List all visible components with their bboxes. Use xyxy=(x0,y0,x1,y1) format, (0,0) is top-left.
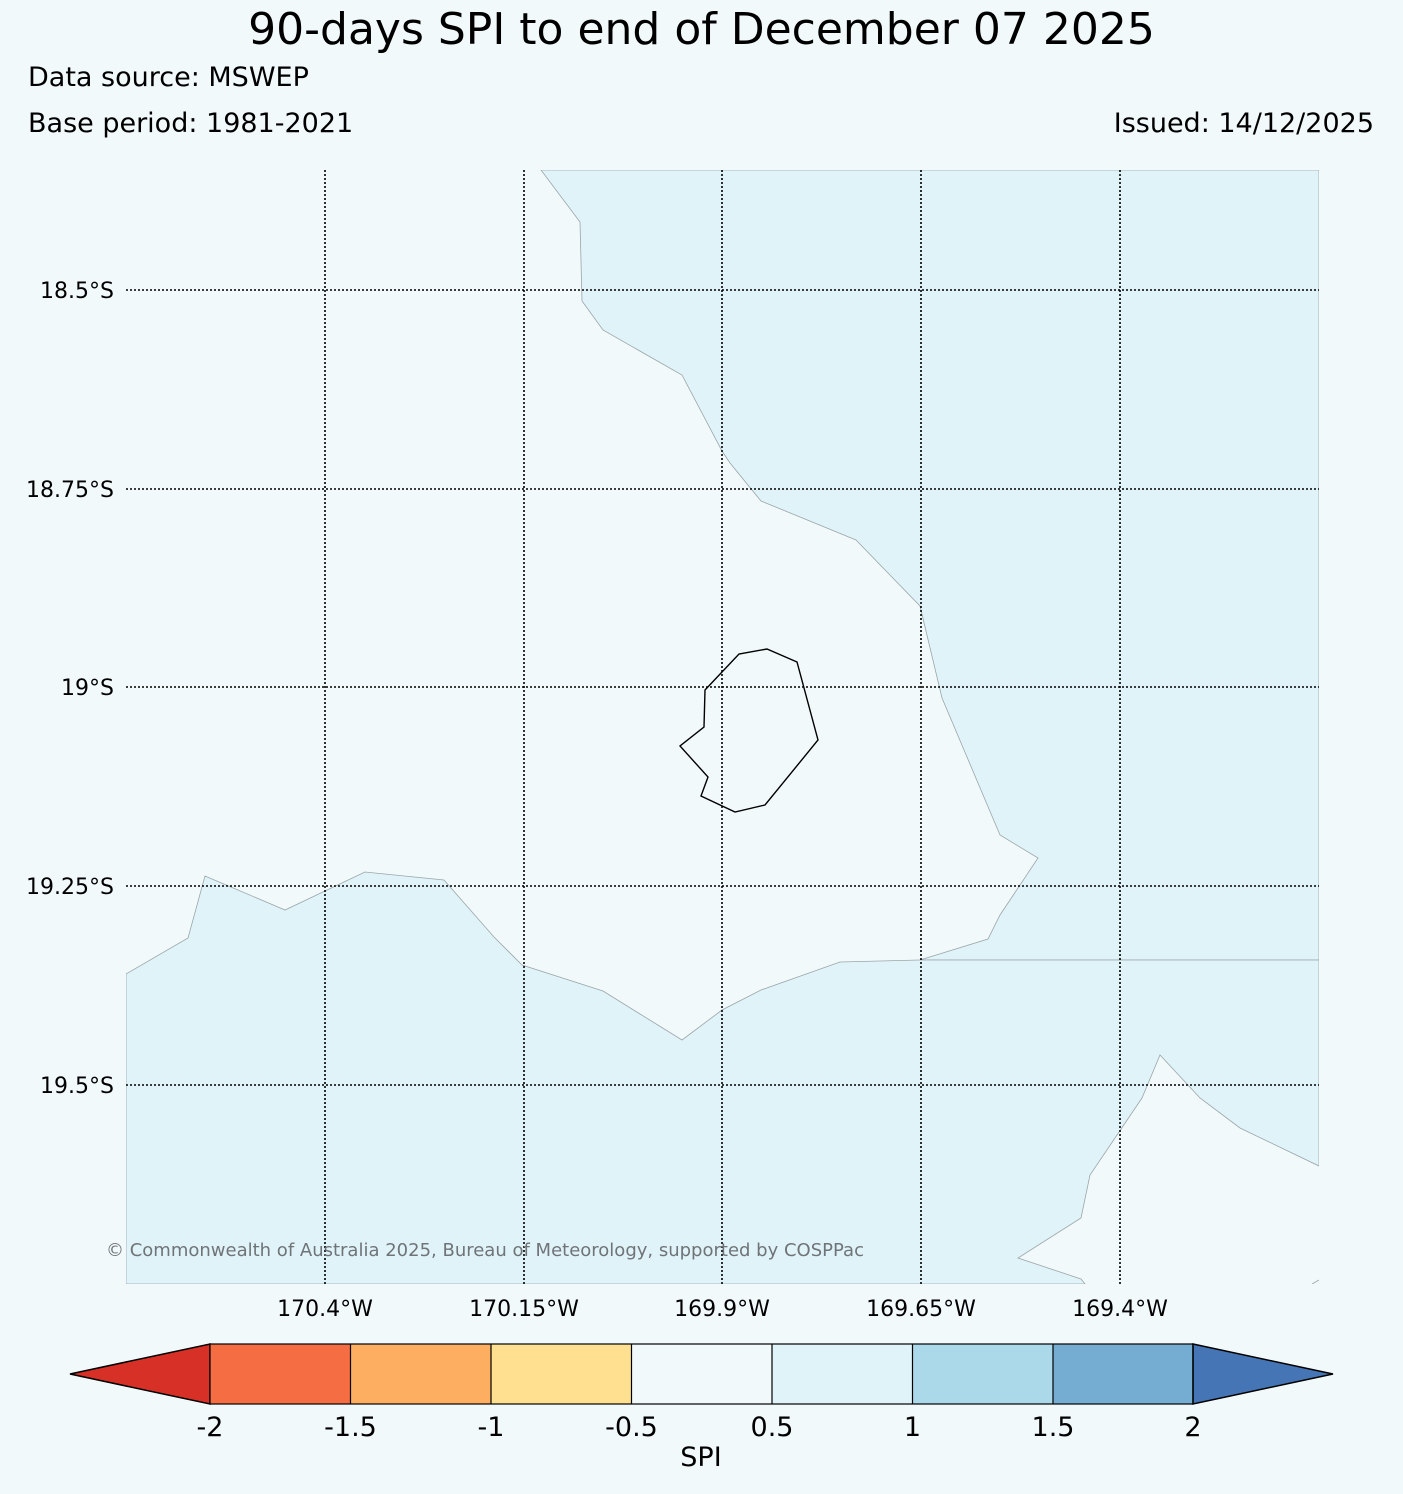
base-period-label: Base period: 1981-2021 xyxy=(28,108,354,139)
colorbar-tick: -0.5 xyxy=(605,1412,658,1443)
colorbar-bin xyxy=(210,1344,351,1404)
colorbar-tick: -2 xyxy=(197,1412,224,1443)
lon-label: 169.9°W xyxy=(674,1297,770,1322)
colorbar-tick: 1.5 xyxy=(1032,1412,1075,1443)
colorbar-bin xyxy=(491,1344,632,1404)
colorbar-label: SPI xyxy=(680,1442,721,1473)
colorbar: -2 -1.5 -1 -0.5 0.5 1 1.5 2 SPI xyxy=(69,1343,1334,1473)
map-plot-area xyxy=(126,170,1319,1284)
lat-label: 19.25°S xyxy=(26,875,114,900)
lat-label: 18.75°S xyxy=(26,478,114,503)
contour-fragment xyxy=(1311,1279,1319,1284)
colorbar-bin xyxy=(350,1344,491,1404)
data-source-label: Data source: MSWEP xyxy=(28,62,309,93)
lat-label: 19°S xyxy=(61,676,114,701)
lon-label: 170.15°W xyxy=(469,1297,579,1322)
lat-label: 18.5°S xyxy=(40,279,114,304)
colorbar-bin xyxy=(1053,1344,1193,1404)
colorbar-tick: -1.5 xyxy=(324,1412,377,1443)
colorbar-tick: 2 xyxy=(1184,1412,1201,1443)
colorbar-bin xyxy=(912,1344,1053,1404)
lon-label: 169.4°W xyxy=(1072,1297,1168,1322)
colorbar-bin xyxy=(631,1344,772,1404)
lat-label: 19.5°S xyxy=(40,1074,114,1099)
map-title: 90-days SPI to end of December 07 2025 xyxy=(248,4,1155,55)
island-outline xyxy=(678,648,819,813)
colorbar-tick: 0.5 xyxy=(751,1412,794,1443)
colorbar-tick: -1 xyxy=(478,1412,505,1443)
lon-label: 169.65°W xyxy=(866,1297,976,1322)
copyright-notice: © Commonwealth of Australia 2025, Bureau… xyxy=(106,1240,864,1261)
issued-date-label: Issued: 14/12/2025 xyxy=(1113,108,1374,139)
colorbar-extend-low xyxy=(69,1343,211,1405)
lon-label: 170.4°W xyxy=(277,1297,373,1322)
graticule xyxy=(126,170,1319,1284)
colorbar-bin xyxy=(772,1344,913,1404)
colorbar-extend-high xyxy=(1192,1343,1334,1405)
colorbar-tick: 1 xyxy=(904,1412,921,1443)
